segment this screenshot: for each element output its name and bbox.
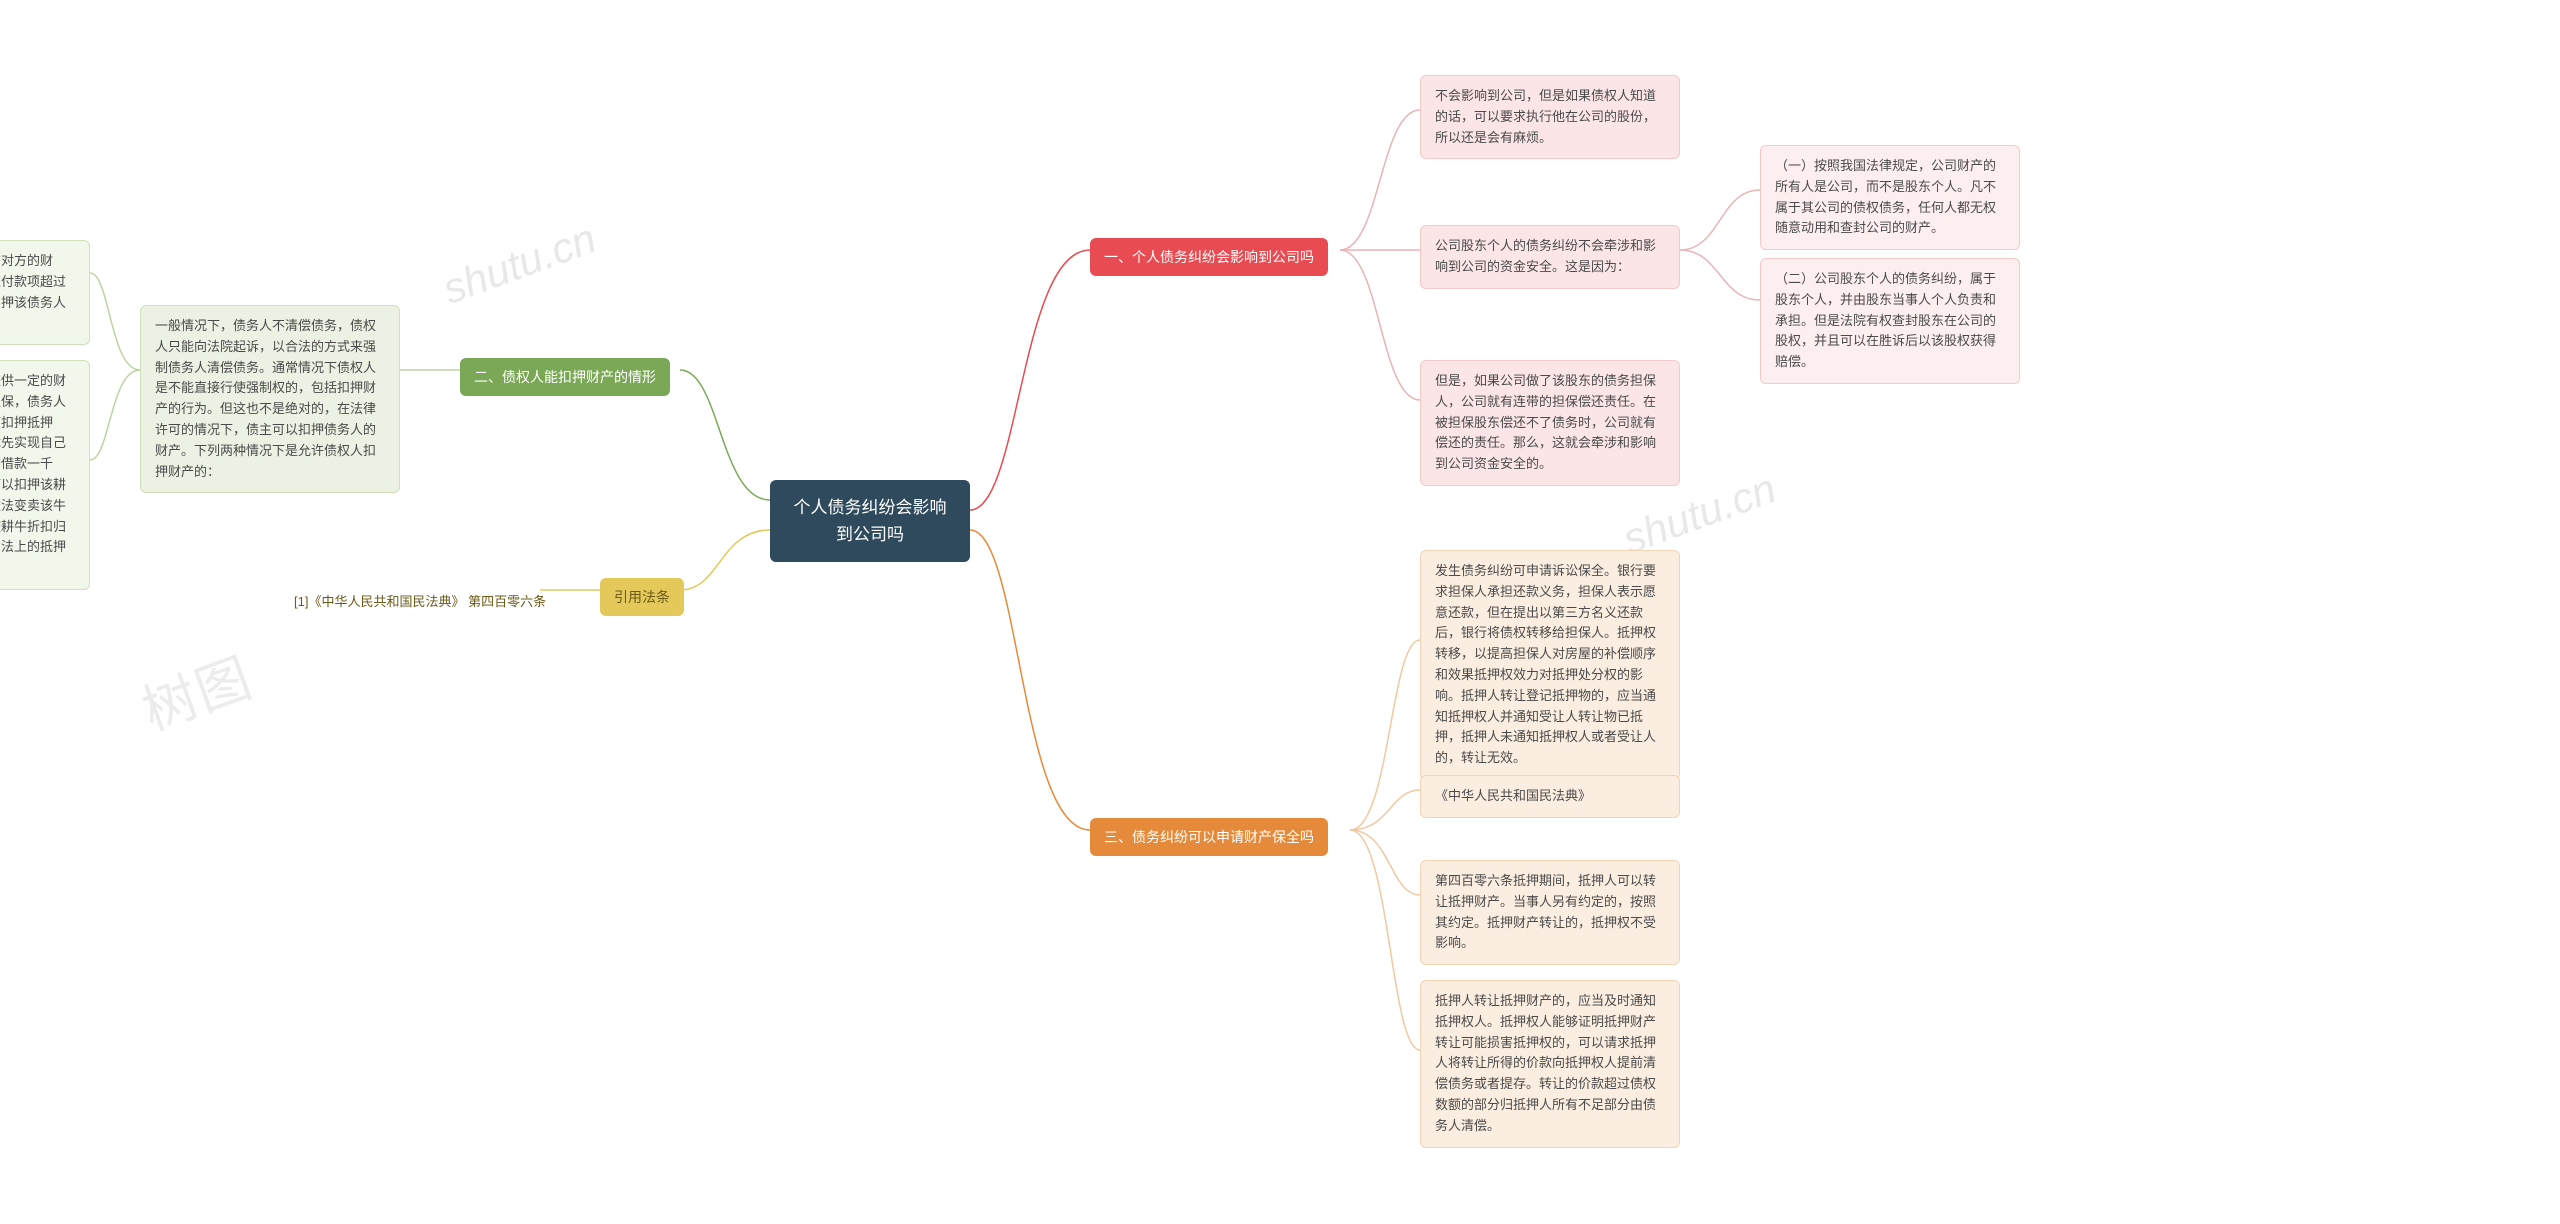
branch2-label: 二、债权人能扣押财产的情形: [474, 369, 656, 385]
text: [1]《中华人民共和国民法典》 第四百零六条: [294, 594, 546, 609]
text: 一般情况下，债务人不清偿债务，债权人只能向法院起诉，以合法的方式来强制债务人清偿…: [155, 318, 376, 479]
text: 发生债务纠纷可申请诉讼保全。银行要求担保人承担还款义务，担保人表示愿意还款，但在…: [1435, 563, 1656, 765]
text: （二）公司股东个人的债务纠纷，属于股东个人，并由股东当事人个人负责和承担。但是法…: [1775, 271, 1996, 369]
branch2-sub1[interactable]: 一般情况下，债务人不清偿债务，债权人只能向法院起诉，以合法的方式来强制债务人清偿…: [140, 305, 400, 493]
branch4-sub1[interactable]: [1]《中华人民共和国民法典》 第四百零六条: [280, 582, 560, 623]
central-title: 个人债务纠纷会影响到公司吗: [794, 498, 947, 544]
text: 抵押人转让抵押财产的，应当及时通知抵押权人。抵押权人能够证明抵押财产转让可能损害…: [1435, 993, 1656, 1133]
branch1-sub2[interactable]: 公司股东个人的债务纠纷不会牵涉和影响到公司的资金安全。这是因为：: [1420, 225, 1680, 289]
branch4-title[interactable]: 引用法条: [600, 578, 684, 616]
branch3-sub2[interactable]: 《中华人民共和国民法典》: [1420, 775, 1680, 818]
branch1-sub3[interactable]: 但是，如果公司做了该股东的债务担保人，公司就有连带的担保偿还责任。在被担保股东偿…: [1420, 360, 1680, 486]
branch2-sub1-1[interactable]: （一）按合同约定一方占有对方的财产，对方不按照合同给付应付款项超过约定期限的，占…: [0, 240, 90, 345]
branch3-title[interactable]: 三、债务纠纷可以申请财产保全吗: [1090, 818, 1328, 856]
branch1-label: 一、个人债务纠纷会影响到公司吗: [1104, 249, 1314, 265]
branch3-sub1[interactable]: 发生债务纠纷可申请诉讼保全。银行要求担保人承担还款义务，担保人表示愿意还款，但在…: [1420, 550, 1680, 780]
branch3-sub3[interactable]: 第四百零六条抵押期间，抵押人可以转让抵押财产。当事人另有约定的，按照其约定。抵押…: [1420, 860, 1680, 965]
watermark-logo: 树图: [130, 633, 262, 746]
central-topic[interactable]: 个人债务纠纷会影响到公司吗: [770, 480, 970, 562]
text: 公司股东个人的债务纠纷不会牵涉和影响到公司的资金安全。这是因为：: [1435, 238, 1656, 274]
text: （一）按合同约定一方占有对方的财产，对方不按照合同给付应付款项超过约定期限的，占…: [0, 253, 66, 330]
branch1-sub2-1[interactable]: （一）按照我国法律规定，公司财产的所有人是公司，而不是股东个人。凡不属于其公司的…: [1760, 145, 2020, 250]
branch1-sub2-2[interactable]: （二）公司股东个人的债务纠纷，属于股东个人，并由股东当事人个人负责和承担。但是法…: [1760, 258, 2020, 384]
watermark-text: shutu.cn: [437, 214, 603, 313]
branch2-sub1-2[interactable]: （二）当债务人或第三人提供一定的财产物为债务人履行债务的担保，债务人不履行债务时…: [0, 360, 90, 590]
branch3-sub4[interactable]: 抵押人转让抵押财产的，应当及时通知抵押权人。抵押权人能够证明抵押财产转让可能损害…: [1420, 980, 1680, 1148]
text: 第四百零六条抵押期间，抵押人可以转让抵押财产。当事人另有约定的，按照其约定。抵押…: [1435, 873, 1656, 950]
text: 不会影响到公司，但是如果债权人知道的话，可以要求执行他在公司的股份，所以还是会有…: [1435, 88, 1656, 145]
branch3-label: 三、债务纠纷可以申请财产保全吗: [1104, 829, 1314, 845]
text: 但是，如果公司做了该股东的债务担保人，公司就有连带的担保偿还责任。在被担保股东偿…: [1435, 373, 1656, 471]
branch4-label: 引用法条: [614, 589, 670, 605]
branch2-title[interactable]: 二、债权人能扣押财产的情形: [460, 358, 670, 396]
text: （一）按照我国法律规定，公司财产的所有人是公司，而不是股东个人。凡不属于其公司的…: [1775, 158, 1996, 235]
branch1-title[interactable]: 一、个人债务纠纷会影响到公司吗: [1090, 238, 1328, 276]
text: 《中华人民共和国民法典》: [1435, 788, 1591, 803]
text: （二）当债务人或第三人提供一定的财产物为债务人履行债务的担保，债务人不履行债务时…: [0, 373, 66, 575]
branch1-sub1[interactable]: 不会影响到公司，但是如果债权人知道的话，可以要求执行他在公司的股份，所以还是会有…: [1420, 75, 1680, 159]
